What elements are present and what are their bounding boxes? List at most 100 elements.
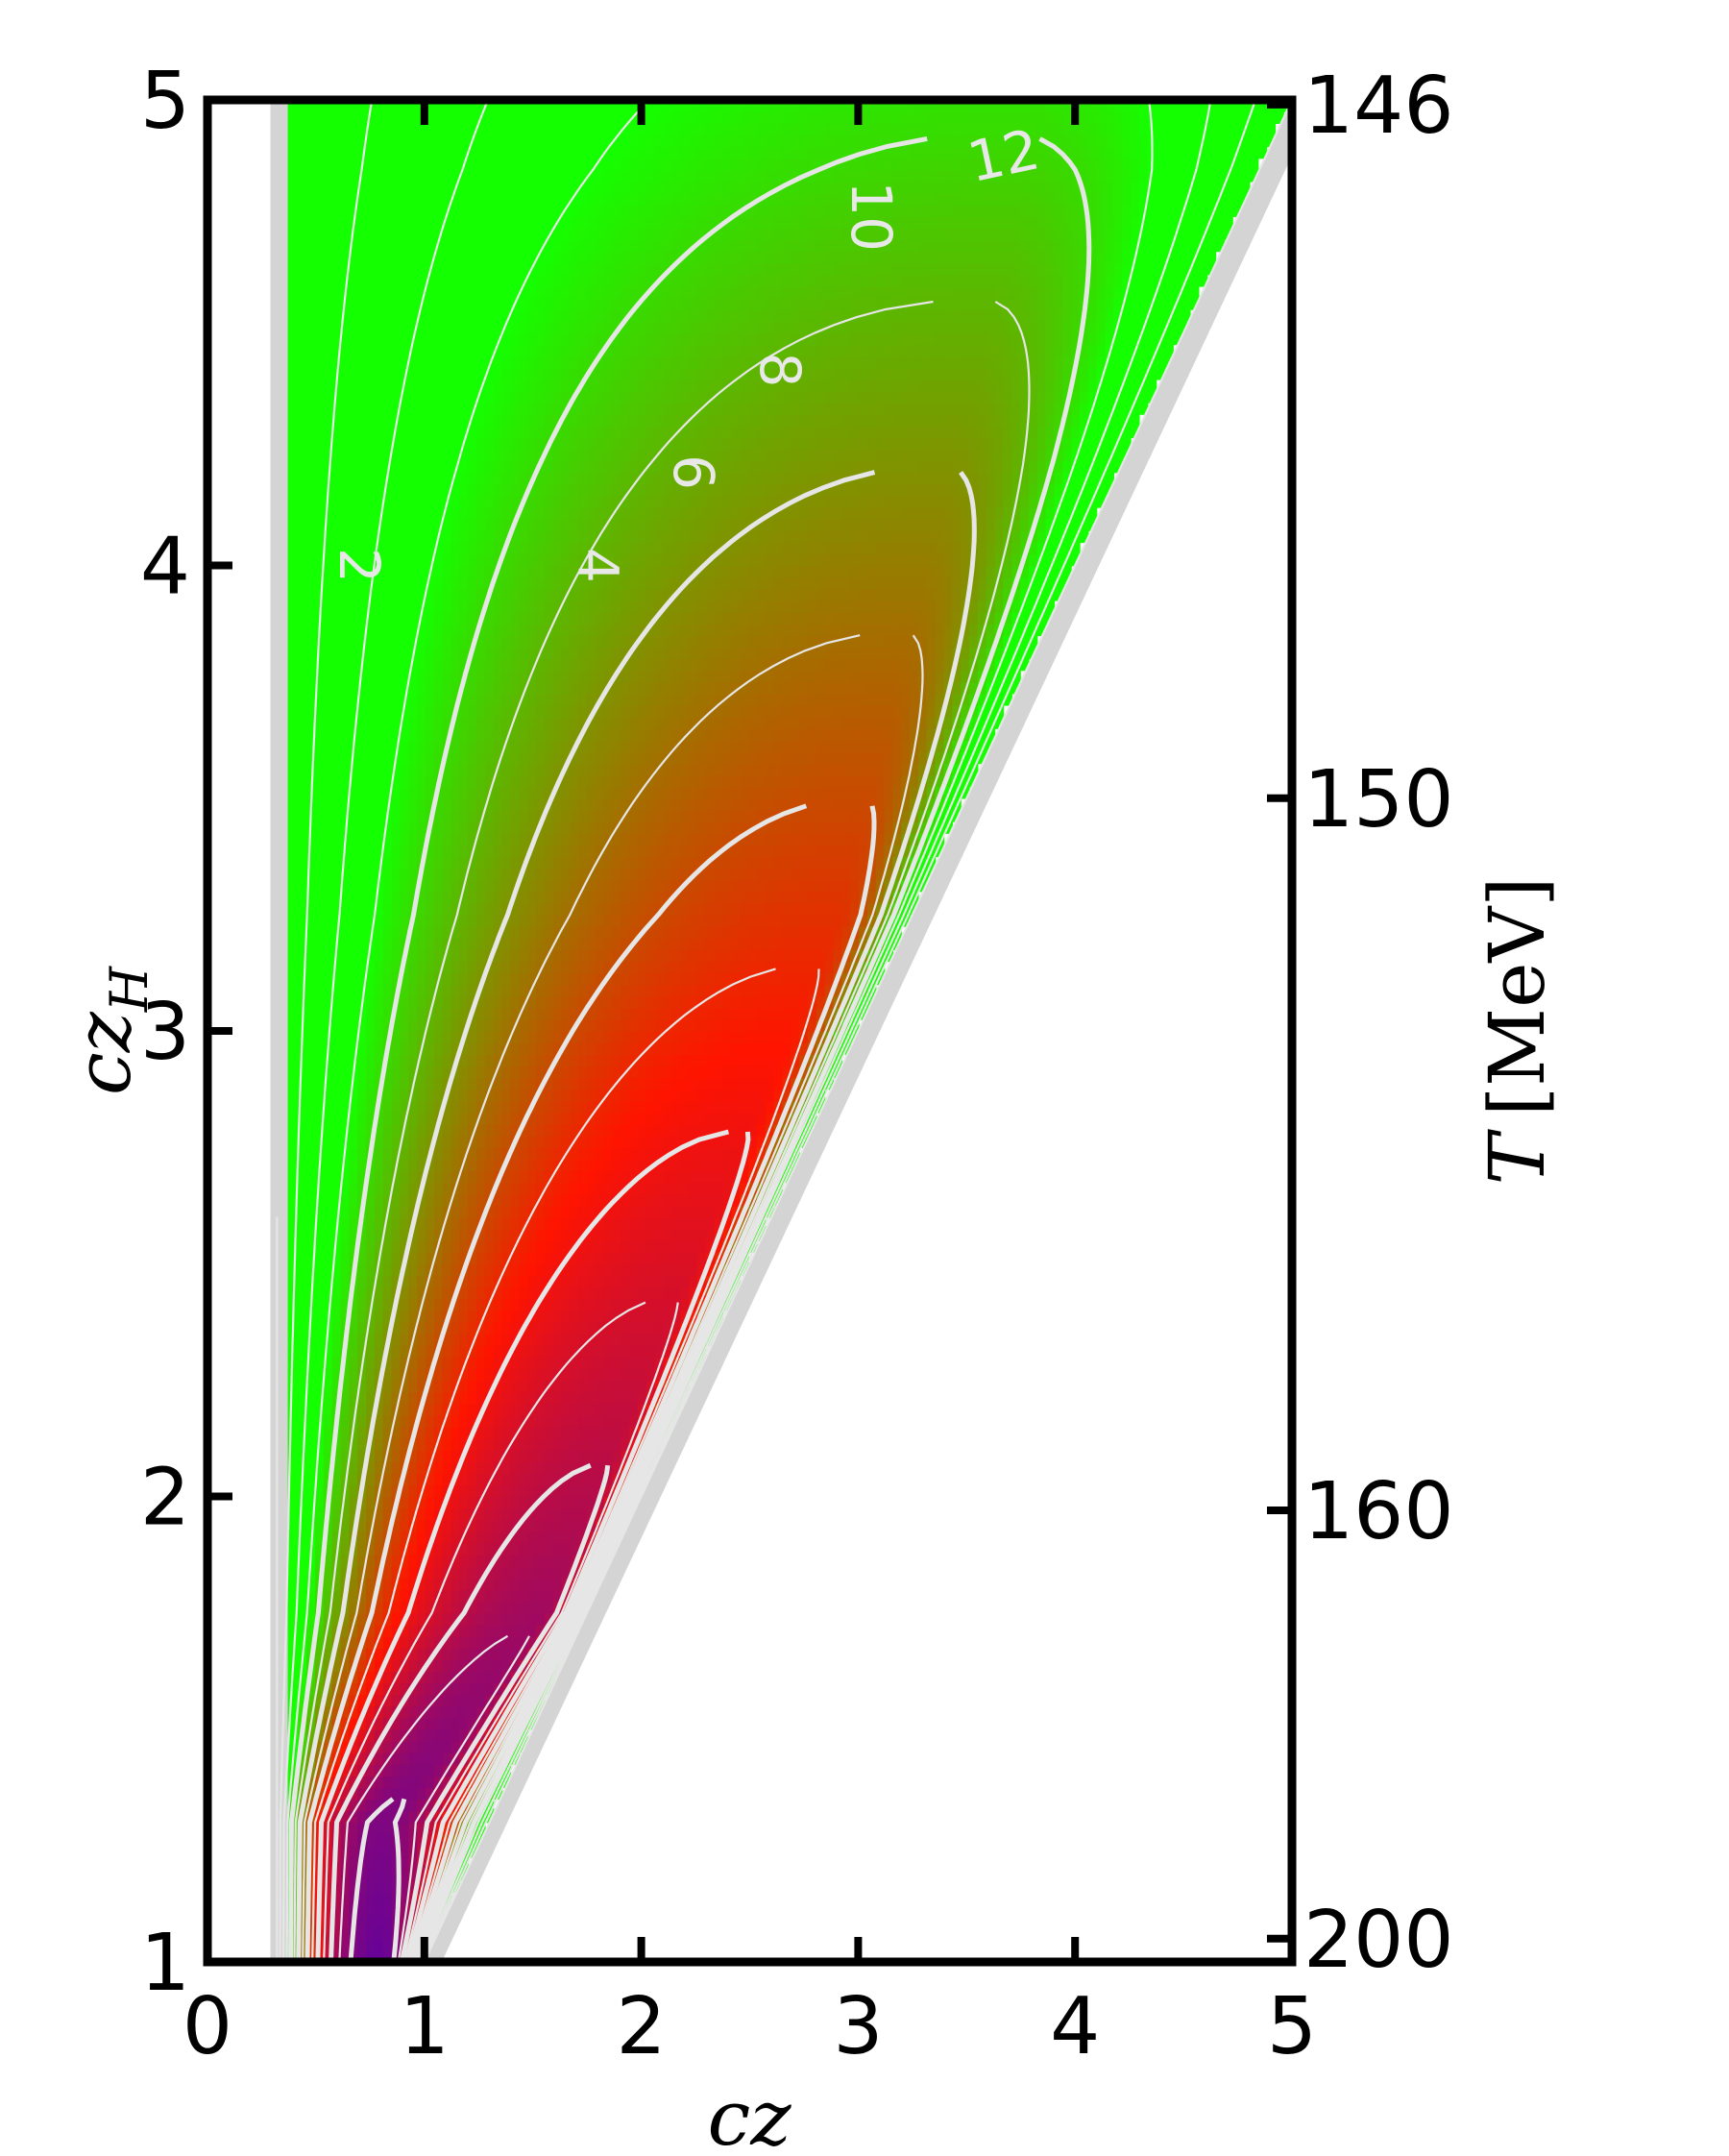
heat-cell bbox=[621, 1147, 630, 1160]
heat-cell bbox=[493, 1136, 503, 1148]
heat-cell bbox=[782, 938, 791, 950]
heat-cell bbox=[340, 821, 351, 834]
heat-cell bbox=[349, 1123, 358, 1137]
heat-cell bbox=[459, 1357, 469, 1369]
heat-cell bbox=[425, 1833, 435, 1847]
heat-cell bbox=[731, 1077, 741, 1090]
heat-cell bbox=[587, 845, 597, 858]
heat-cell bbox=[910, 821, 919, 834]
heat-cell bbox=[510, 1589, 520, 1603]
heat-cell bbox=[298, 1136, 307, 1148]
heat-cell bbox=[391, 1368, 402, 1382]
heat-cell bbox=[603, 845, 614, 858]
heat-cell bbox=[298, 1054, 307, 1067]
heat-cell bbox=[484, 1159, 495, 1172]
heat-cell bbox=[476, 1042, 486, 1055]
heat-cell bbox=[484, 1682, 495, 1696]
heat-cell bbox=[850, 1018, 860, 1032]
heat-cell bbox=[400, 1275, 409, 1288]
heat-cell bbox=[391, 1752, 402, 1765]
heat-cell bbox=[340, 995, 351, 1009]
heat-cell bbox=[349, 868, 358, 881]
heat-cell bbox=[484, 1776, 495, 1789]
heat-cell bbox=[510, 1252, 520, 1264]
heat-cell bbox=[773, 879, 784, 893]
heat-cell bbox=[417, 833, 426, 845]
heat-cell bbox=[680, 1042, 690, 1055]
heat-cell bbox=[493, 1193, 503, 1207]
heat-cell bbox=[527, 961, 537, 974]
heat-cell bbox=[298, 1496, 307, 1509]
heat-cell bbox=[340, 1635, 351, 1649]
heat-cell bbox=[561, 984, 571, 997]
heat-cell bbox=[331, 1903, 342, 1917]
heat-cell bbox=[629, 1414, 639, 1428]
heat-cell bbox=[519, 938, 528, 950]
heat-cell bbox=[501, 1147, 512, 1160]
heat-cell bbox=[459, 1077, 469, 1090]
heat-cell bbox=[493, 972, 503, 986]
heat-cell bbox=[671, 1216, 681, 1230]
heat-cell bbox=[696, 797, 707, 811]
heat-cell bbox=[408, 1728, 418, 1742]
heat-cell bbox=[901, 821, 911, 834]
heat-cell bbox=[306, 1252, 316, 1264]
heat-cell bbox=[289, 1321, 299, 1335]
heat-cell bbox=[408, 1286, 418, 1300]
heat-cell bbox=[859, 868, 868, 881]
heat-cell bbox=[740, 1066, 749, 1079]
heat-cell bbox=[595, 1077, 605, 1090]
heat-cell bbox=[535, 879, 546, 893]
heat-cell bbox=[799, 972, 809, 986]
heat-cell bbox=[433, 1089, 444, 1102]
heat-cell bbox=[315, 1764, 325, 1776]
heat-cell bbox=[382, 1659, 393, 1672]
heat-cell bbox=[731, 845, 741, 858]
heat-cell bbox=[621, 1216, 630, 1230]
heat-cell bbox=[603, 1018, 614, 1032]
heat-cell bbox=[382, 1624, 393, 1637]
heat-cell bbox=[493, 879, 503, 893]
heat-cell bbox=[587, 821, 597, 834]
heat-cell bbox=[323, 1892, 333, 1905]
heat-cell bbox=[366, 1764, 376, 1776]
heat-cell bbox=[298, 1682, 307, 1696]
heat-cell bbox=[722, 1066, 733, 1079]
heat-cell bbox=[638, 949, 647, 963]
heat-cell bbox=[765, 797, 775, 811]
heat-cell bbox=[756, 1077, 767, 1090]
heat-cell bbox=[731, 821, 741, 834]
heat-cell bbox=[451, 961, 461, 974]
heat-cell bbox=[459, 1437, 469, 1451]
heat-cell bbox=[561, 1484, 571, 1498]
heat-cell bbox=[595, 1426, 605, 1439]
heat-cell bbox=[587, 1228, 597, 1241]
heat-cell bbox=[629, 972, 639, 986]
heat-cell bbox=[374, 1915, 384, 1928]
heat-cell bbox=[510, 1624, 520, 1637]
heat-cell bbox=[714, 1193, 724, 1207]
heat-cell bbox=[552, 879, 563, 893]
heat-cell bbox=[433, 1752, 444, 1765]
heat-cell bbox=[561, 1159, 571, 1172]
heat-cell bbox=[595, 1089, 605, 1102]
heat-cell bbox=[748, 926, 758, 939]
heat-cell bbox=[298, 1578, 307, 1591]
heat-cell bbox=[884, 833, 894, 845]
heat-cell bbox=[510, 1345, 520, 1358]
heat-cell bbox=[476, 1077, 486, 1090]
heat-cell bbox=[400, 879, 409, 893]
heat-cell bbox=[696, 821, 707, 834]
heat-cell bbox=[807, 972, 817, 986]
heat-cell bbox=[535, 1380, 546, 1393]
heat-cell bbox=[603, 1228, 614, 1241]
heat-cell bbox=[298, 1694, 307, 1707]
heat-cell bbox=[740, 1089, 749, 1102]
heat-cell bbox=[501, 1461, 512, 1475]
heat-cell bbox=[382, 1240, 393, 1253]
heat-cell bbox=[587, 1205, 597, 1218]
heat-cell bbox=[570, 972, 579, 986]
heat-cell bbox=[638, 902, 647, 916]
heat-cell bbox=[552, 1182, 563, 1195]
heat-cell bbox=[578, 1426, 588, 1439]
